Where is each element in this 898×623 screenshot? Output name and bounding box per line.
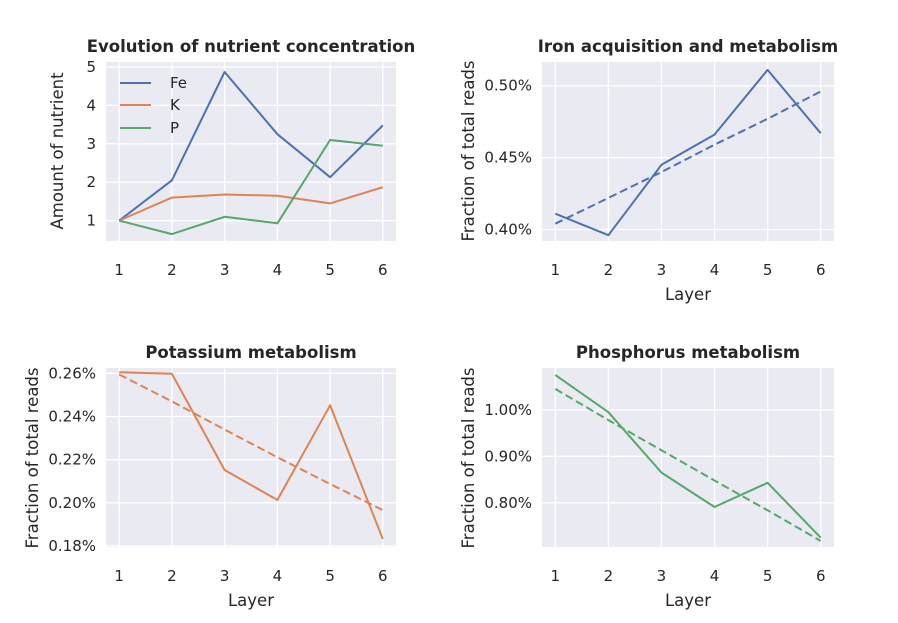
x-tick-label: 5: [325, 261, 335, 279]
subplot-phosphorus-metabolism: Phosphorus metabolism 1 2 3 4 5 6 0.80% 0.90% 1…: [459, 343, 834, 610]
y-tick-labels: 0.40% 0.45% 0.50%: [484, 77, 532, 239]
y-tick-label: 5: [86, 58, 96, 76]
y-tick-label: 0.22%: [48, 451, 96, 469]
y-tick-label: 4: [86, 96, 96, 114]
y-tick-label: 0.20%: [48, 494, 96, 512]
series-line-k: [119, 371, 384, 540]
series-line-fe: [118, 71, 384, 222]
y-tick-label: 0.45%: [484, 149, 532, 167]
legend: Fe K P: [120, 74, 187, 137]
x-tick-label: 3: [220, 567, 230, 585]
x-tick-label: 2: [167, 567, 177, 585]
y-axis-label: Amount of nutrient: [48, 72, 67, 230]
y-tick-label: 0.40%: [484, 220, 532, 238]
subplot-iron-metabolism: Iron acquisition and metabolism 1 2 3 4 5 6 0…: [459, 37, 838, 304]
series-lines: [118, 71, 384, 236]
series-lines: [118, 371, 384, 540]
series-line-k: [118, 186, 384, 222]
x-tick-label: 1: [114, 261, 124, 279]
y-tick-label: 0.26%: [48, 364, 96, 382]
y-tick-label: 3: [86, 135, 96, 153]
x-tick-label: 5: [763, 261, 773, 279]
x-tick-labels: 1 2 3 4 5 6: [114, 261, 387, 279]
trend-line-fe: [554, 90, 822, 225]
x-tick-label: 1: [550, 261, 560, 279]
x-tick-label: 2: [167, 261, 177, 279]
gridlines: [106, 368, 396, 547]
plot-area: [106, 62, 396, 241]
series-lines: [554, 68, 822, 237]
x-tick-label: 1: [550, 567, 560, 585]
x-tick-label: 6: [378, 261, 388, 279]
y-tick-label: 0.80%: [484, 494, 532, 512]
x-axis-label: Layer: [665, 285, 711, 304]
x-tick-label: 6: [816, 261, 826, 279]
x-tick-label: 4: [273, 261, 283, 279]
x-tick-label: 5: [763, 567, 773, 585]
x-axis-label: Layer: [228, 591, 274, 610]
y-tick-labels: 1 2 3 4 5: [86, 58, 96, 230]
y-tick-label: 1.00%: [484, 401, 532, 419]
legend-label-p: P: [170, 119, 179, 137]
subplot-nutrient-concentration: Evolution of nutrient concentration 1 2 3 4…: [48, 37, 415, 279]
x-tick-label: 4: [710, 261, 720, 279]
x-tick-label: 1: [114, 567, 124, 585]
x-tick-label: 3: [657, 261, 667, 279]
x-tick-label: 3: [220, 261, 230, 279]
x-tick-label: 3: [657, 567, 667, 585]
trend-line-p: [554, 388, 822, 542]
x-tick-label: 5: [325, 567, 335, 585]
plot-area: [542, 368, 834, 547]
plot-area: [542, 62, 834, 241]
trend-line-k: [118, 373, 384, 511]
x-tick-label: 2: [604, 567, 614, 585]
x-tick-label: 4: [273, 567, 283, 585]
y-tick-label: 0.24%: [48, 408, 96, 426]
chart-title: Potassium metabolism: [145, 343, 356, 362]
x-tick-label: 4: [710, 567, 720, 585]
x-tick-labels: 1 2 3 4 5 6: [550, 261, 825, 279]
y-tick-label: 2: [86, 173, 96, 191]
gridlines: [542, 368, 834, 547]
y-tick-label: 0.50%: [484, 77, 532, 95]
chart-title: Iron acquisition and metabolism: [538, 37, 838, 56]
series-line-p: [118, 139, 383, 236]
y-axis-label: Fraction of total reads: [23, 368, 42, 549]
y-tick-label: 0.18%: [48, 537, 96, 555]
legend-label-fe: Fe: [170, 74, 187, 92]
chart-title: Evolution of nutrient concentration: [87, 37, 416, 56]
y-tick-labels: 0.80% 0.90% 1.00%: [484, 401, 532, 512]
y-axis-label: Fraction of total reads: [459, 61, 478, 242]
series-lines: [554, 374, 822, 542]
x-axis-label: Layer: [665, 591, 711, 610]
y-tick-label: 1: [86, 212, 96, 230]
x-tick-labels: 1 2 3 4 5 6: [550, 567, 825, 585]
series-line-p: [554, 374, 822, 539]
legend-label-k: K: [170, 96, 181, 114]
x-tick-label: 2: [604, 261, 614, 279]
x-tick-labels: 1 2 3 4 5 6: [114, 567, 387, 585]
y-tick-labels: 0.18% 0.20% 0.22% 0.24% 0.26%: [48, 364, 96, 555]
chart-title: Phosphorus metabolism: [576, 343, 800, 362]
y-axis-label: Fraction of total reads: [459, 368, 478, 549]
series-line-fe: [554, 68, 822, 237]
x-tick-label: 6: [378, 567, 388, 585]
plot-area: [106, 368, 396, 547]
y-tick-label: 0.90%: [484, 447, 532, 465]
x-tick-label: 6: [816, 567, 826, 585]
